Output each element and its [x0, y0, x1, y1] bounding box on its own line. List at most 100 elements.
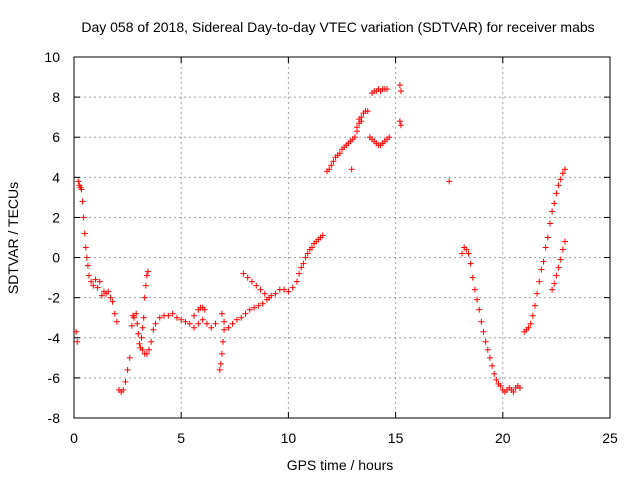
- data-point: [544, 234, 551, 241]
- data-point: [138, 334, 145, 341]
- data-point: [82, 244, 89, 251]
- data-point: [397, 122, 404, 129]
- data-point: [240, 270, 247, 277]
- data-point: [238, 314, 245, 321]
- data-point: [133, 310, 140, 317]
- data-point: [109, 298, 116, 305]
- data-point: [218, 310, 225, 317]
- x-tick-label: 10: [281, 430, 297, 446]
- y-axis: -8 -6 -4 -2 0 2 4 6 8 10: [44, 49, 610, 426]
- x-tick-label: 20: [495, 430, 511, 446]
- data-point: [229, 320, 236, 327]
- data-point: [86, 272, 93, 279]
- data-point: [561, 238, 568, 245]
- data-point: [525, 324, 532, 331]
- data-point: [549, 208, 556, 215]
- data-point: [251, 304, 258, 311]
- data-point: [156, 314, 163, 321]
- data-point: [354, 124, 361, 131]
- data-point: [328, 162, 335, 169]
- data-point: [113, 318, 120, 325]
- data-point: [257, 286, 264, 293]
- data-point: [225, 324, 232, 331]
- data-point: [79, 198, 86, 205]
- data-point: [83, 254, 90, 261]
- data-point: [446, 178, 453, 185]
- data-point: [75, 178, 82, 185]
- y-tick-label: 2: [52, 209, 60, 225]
- data-point: [139, 324, 146, 331]
- data-point: [557, 176, 564, 183]
- data-point: [255, 302, 262, 309]
- data-point: [557, 256, 564, 263]
- data-point: [259, 300, 266, 307]
- data-point: [559, 246, 566, 253]
- data-point: [246, 306, 253, 313]
- data-point: [261, 290, 268, 297]
- data-point: [266, 294, 273, 301]
- x-axis-title: GPS time / hours: [287, 457, 394, 473]
- chart-grid: [74, 57, 610, 418]
- y-tick-label: -8: [48, 410, 61, 426]
- data-point: [186, 320, 193, 327]
- data-point: [300, 260, 307, 267]
- y-tick-label: 8: [52, 89, 60, 105]
- data-point: [169, 310, 176, 317]
- data-point: [80, 214, 87, 221]
- data-point: [92, 276, 99, 283]
- data-point: [531, 302, 538, 309]
- data-point: [319, 232, 326, 239]
- y-tick-label: 4: [52, 169, 60, 185]
- data-point: [233, 316, 240, 323]
- x-tick-label: 15: [388, 430, 404, 446]
- data-point: [469, 274, 476, 281]
- data-point: [244, 274, 251, 281]
- data-point: [348, 166, 355, 173]
- data-point: [253, 282, 260, 289]
- data-point: [208, 324, 215, 331]
- data-point: [142, 282, 149, 289]
- plot-frame: [73, 56, 611, 419]
- data-point: [459, 250, 466, 257]
- data-point: [326, 166, 333, 173]
- data-point: [248, 278, 255, 285]
- data-point: [199, 316, 206, 323]
- data-point: [122, 378, 129, 385]
- data-point: [484, 346, 491, 353]
- data-point: [396, 118, 403, 125]
- data-point: [143, 272, 150, 279]
- data-point: [111, 310, 118, 317]
- data-point: [296, 270, 303, 277]
- data-point: [141, 294, 148, 301]
- data-point: [384, 86, 391, 93]
- data-point: [78, 186, 85, 193]
- data-point: [397, 88, 404, 95]
- data-point: [94, 284, 101, 291]
- data-point: [124, 366, 131, 373]
- y-tick-label: -6: [48, 370, 61, 386]
- data-point: [534, 290, 541, 297]
- x-tick-label: 0: [70, 430, 78, 446]
- data-point: [221, 326, 228, 333]
- data-point: [551, 280, 558, 287]
- data-point: [516, 384, 523, 391]
- data-point: [553, 190, 560, 197]
- data-point: [364, 108, 371, 115]
- data-point: [486, 354, 493, 361]
- data-point: [463, 246, 470, 253]
- y-tick-label: -2: [48, 290, 61, 306]
- data-point: [242, 310, 249, 317]
- x-tick-label: 25: [602, 430, 618, 446]
- data-point: [150, 326, 157, 333]
- x-tick-label: 5: [177, 430, 185, 446]
- data-point: [217, 360, 224, 367]
- data-point: [136, 340, 143, 347]
- data-point: [527, 320, 534, 327]
- data-points: [73, 82, 568, 395]
- data-point: [74, 338, 81, 345]
- data-point: [105, 288, 112, 295]
- y-axis-title: SDTVAR / TECUs: [5, 182, 21, 294]
- x-axis: 0 5 10 15 20 25: [70, 57, 618, 446]
- data-point: [126, 354, 133, 361]
- data-point: [220, 338, 227, 345]
